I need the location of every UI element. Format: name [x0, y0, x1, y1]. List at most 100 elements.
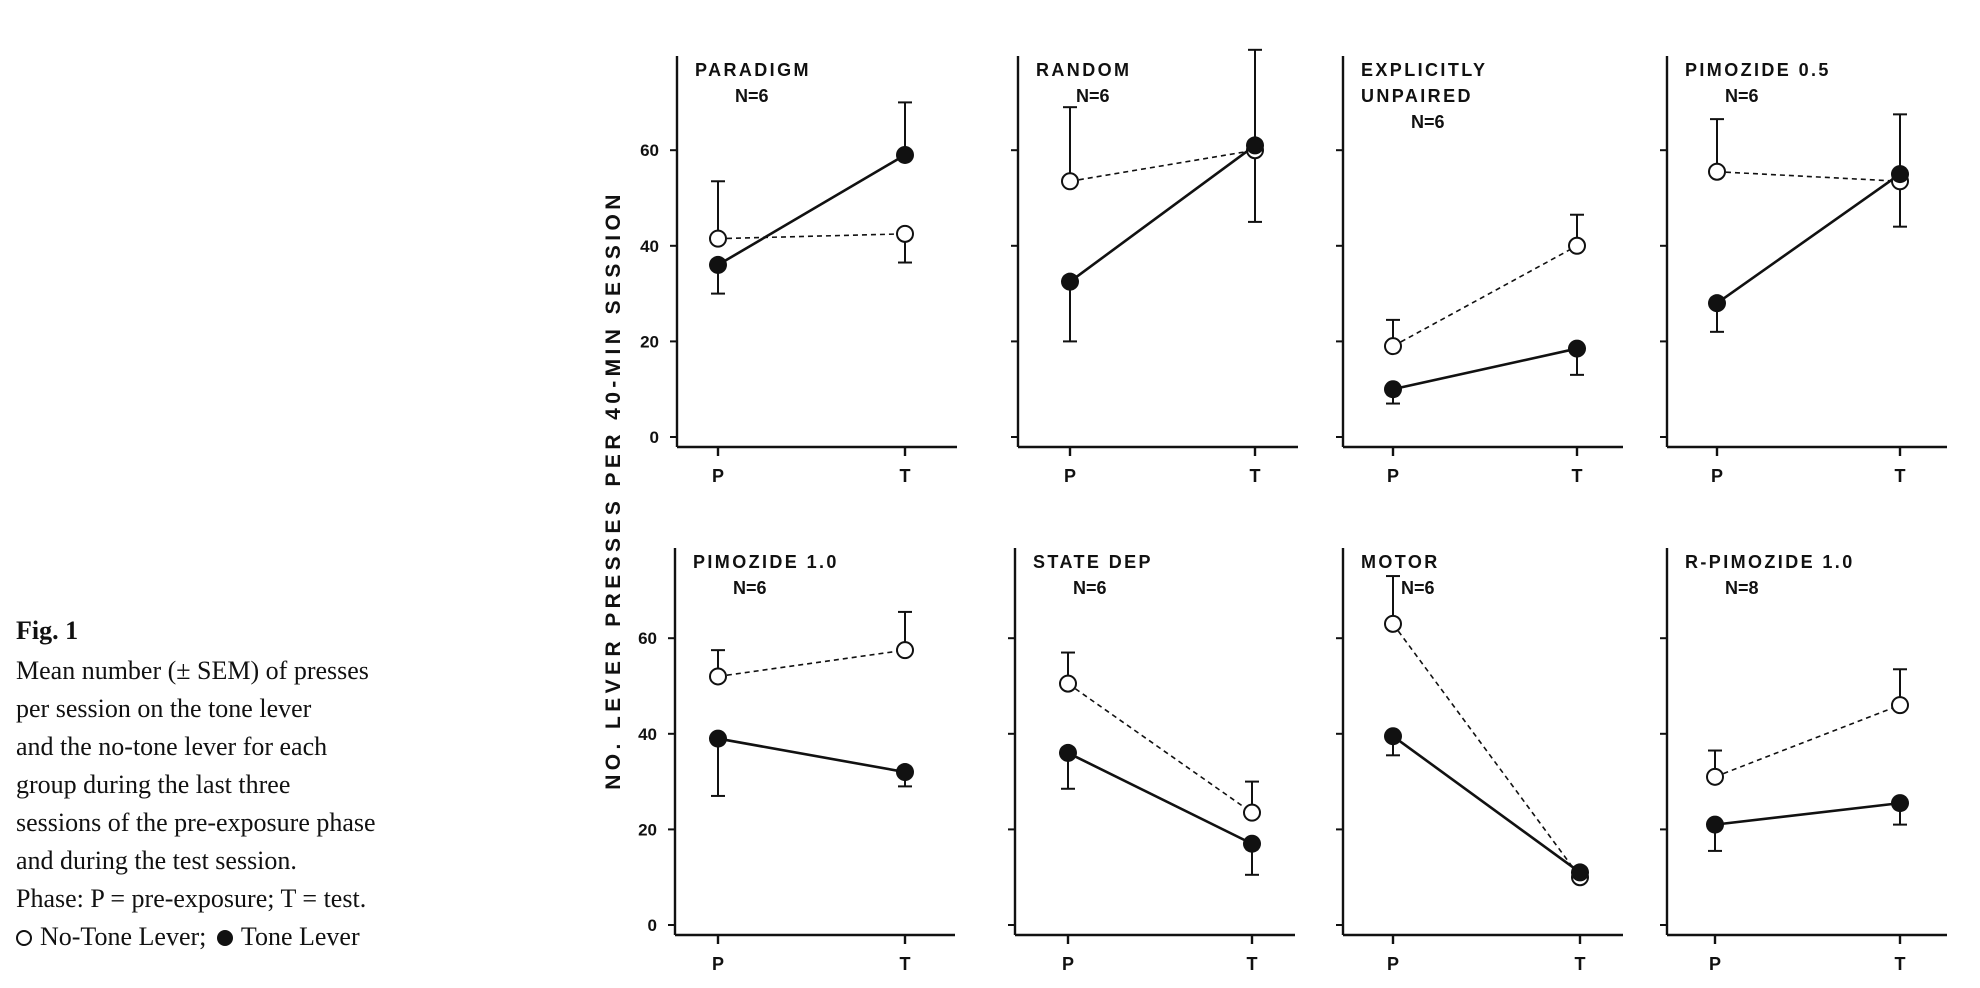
legend-open-label: No-Tone Lever; [40, 922, 207, 951]
series-line [1392, 347, 1578, 391]
data-point-no-tone [1059, 674, 1077, 693]
series-line [1714, 801, 1901, 826]
panel-title: N=6 [1725, 86, 1759, 106]
chart-panel: 0 20 40 60 P T PARADIGM N=6 [640, 56, 957, 486]
series-line [1069, 149, 1256, 183]
data-point-tone [1059, 743, 1077, 762]
y-tick-label: 60 [640, 141, 659, 160]
data-point-tone [1706, 815, 1724, 834]
data-point-no-tone [709, 229, 727, 248]
caption-title: Fig. 1 [16, 616, 79, 645]
data-point-tone [1708, 294, 1726, 313]
caption-line: Mean number (± SEM) of presses [16, 656, 369, 685]
series-line [1714, 704, 1901, 778]
data-point-tone [709, 729, 727, 748]
data-point-tone [1891, 794, 1909, 813]
x-tick-label: P [1387, 954, 1399, 974]
filled-circle-icon [216, 930, 233, 946]
data-point-no-tone [896, 641, 914, 660]
data-point-tone [1571, 863, 1589, 882]
chart-panel: P T STATE DEP N=6 [1008, 548, 1295, 974]
panel-title: RANDOM [1036, 60, 1131, 80]
x-tick-label: P [1062, 954, 1074, 974]
chart-panel: P T EXPLICITLY UNPAIRED N=6 [1336, 56, 1623, 486]
chart-panel: 0 20 40 60 P T PIMOZIDE 1.0 N=6 [638, 548, 955, 974]
data-point-no-tone [1243, 803, 1261, 822]
series-line [1392, 245, 1578, 347]
x-tick-label: P [712, 954, 724, 974]
y-tick-label: 0 [650, 428, 659, 447]
series-line [717, 649, 906, 678]
x-tick-label: T [1250, 466, 1261, 486]
series-line [1069, 144, 1256, 283]
x-tick-label: P [1709, 954, 1721, 974]
caption-line: Phase: P = pre-exposure; T = test. [16, 884, 367, 913]
panel-title: STATE DEP [1033, 552, 1153, 572]
panel-title: PIMOZIDE 0.5 [1685, 60, 1831, 80]
panel-title: UNPAIRED [1361, 86, 1473, 106]
data-point-tone [1384, 380, 1402, 399]
series-line [1392, 623, 1581, 878]
x-tick-label: T [1895, 466, 1906, 486]
data-point-tone [1568, 339, 1586, 358]
panel-title: N=6 [1076, 86, 1110, 106]
x-tick-label: P [1064, 466, 1076, 486]
x-tick-label: T [1247, 954, 1258, 974]
caption-legend: No-Tone Lever; Tone Lever [16, 918, 516, 956]
y-tick-label: 0 [648, 916, 657, 935]
data-point-tone [1384, 727, 1402, 746]
x-tick-label: P [1387, 466, 1399, 486]
panel-title: N=6 [1073, 578, 1107, 598]
y-tick-label: 40 [638, 725, 657, 744]
x-tick-label: T [900, 954, 911, 974]
chart-panel: P T R-PIMOZIDE 1.0 N=8 [1660, 548, 1947, 974]
panel-title: EXPLICITLY [1361, 60, 1487, 80]
chart-panel: P T RANDOM N=6 [1011, 48, 1298, 486]
y-tick-label: 60 [638, 629, 657, 648]
data-point-no-tone [1706, 767, 1724, 786]
data-point-no-tone [1568, 236, 1586, 255]
y-tick-label: 20 [638, 820, 657, 839]
data-point-tone [896, 145, 914, 164]
panel-title: N=6 [1401, 578, 1435, 598]
panel-title: PARADIGM [695, 60, 811, 80]
data-point-tone [1891, 165, 1909, 184]
series-line [717, 737, 906, 774]
caption-line: and during the test session. [16, 846, 297, 875]
y-tick-label: 40 [640, 237, 659, 256]
data-point-tone [709, 255, 727, 274]
series-line [1067, 751, 1253, 845]
data-point-no-tone [1061, 172, 1079, 191]
caption-line: sessions of the pre-exposure phase [16, 808, 376, 837]
data-point-no-tone [1708, 162, 1726, 181]
series-line [1067, 682, 1253, 814]
x-tick-label: T [900, 466, 911, 486]
chart-panel: P T MOTOR N=6 [1336, 548, 1623, 974]
panel-title: R-PIMOZIDE 1.0 [1685, 552, 1855, 572]
caption-line: and the no-tone lever for each [16, 732, 328, 761]
x-tick-label: T [1575, 954, 1586, 974]
x-tick-label: T [1895, 954, 1906, 974]
panel-title: MOTOR [1361, 552, 1440, 572]
series-line [1716, 170, 1901, 183]
data-point-tone [1243, 834, 1261, 853]
panel-title: N=6 [1411, 112, 1445, 132]
data-point-no-tone [1384, 614, 1402, 633]
panel-title: PIMOZIDE 1.0 [693, 552, 839, 572]
panel-title: N=6 [735, 86, 769, 106]
data-point-tone [1246, 136, 1264, 155]
data-point-no-tone [709, 667, 727, 686]
open-circle-icon [16, 930, 32, 946]
series-line [1392, 735, 1581, 874]
x-tick-label: T [1572, 466, 1583, 486]
panel-title: N=8 [1725, 578, 1759, 598]
data-point-no-tone [1891, 696, 1909, 715]
legend-filled-label: Tone Lever [240, 922, 360, 951]
data-point-no-tone [1384, 337, 1402, 356]
data-point-tone [1061, 272, 1079, 291]
y-tick-label: 20 [640, 332, 659, 351]
x-tick-label: P [712, 466, 724, 486]
data-point-no-tone [896, 224, 914, 243]
chart-panel: P T PIMOZIDE 0.5 N=6 [1660, 56, 1947, 486]
